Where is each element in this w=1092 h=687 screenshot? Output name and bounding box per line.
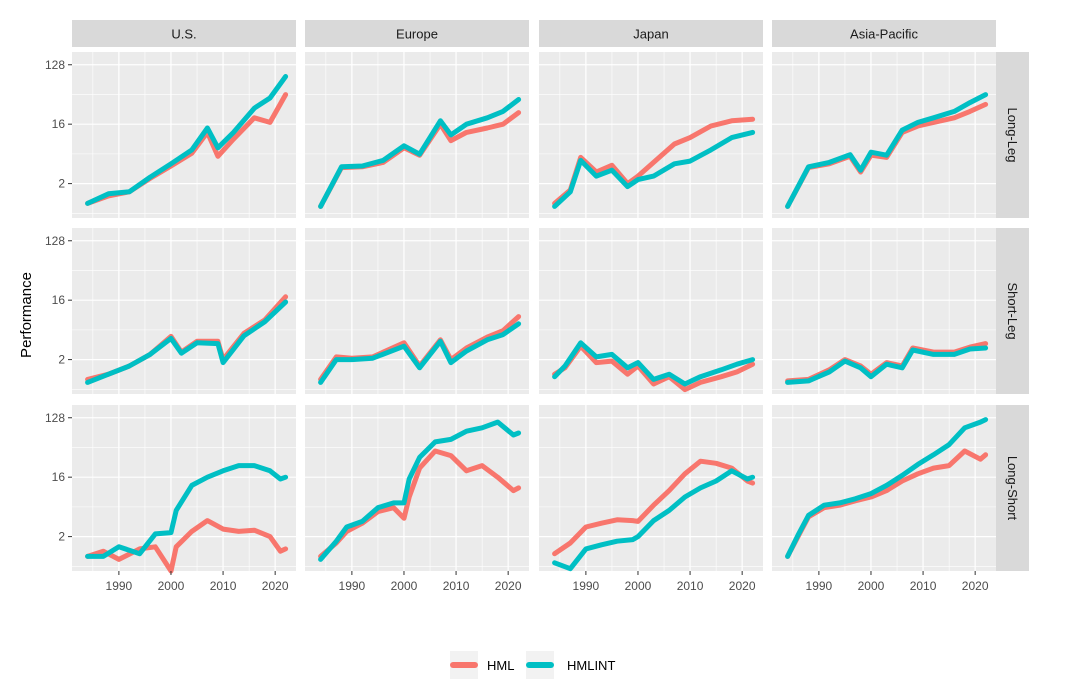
series-line-hmlint (85, 299, 289, 385)
series-line-hmlint (318, 97, 522, 209)
row-strip-label: Short-Leg (1005, 282, 1020, 339)
panel-background (539, 52, 763, 218)
panel-background (72, 228, 296, 394)
series-line-hmlint (318, 321, 522, 385)
row-strip-label: Long-Leg (1005, 108, 1020, 163)
panel-background (72, 405, 296, 571)
column-strips: U.S. Europe Japan Asia-Pacific (72, 20, 996, 47)
panel-background (72, 52, 296, 218)
panel-background (305, 405, 529, 571)
legend-item-hml: HML (450, 651, 514, 679)
series-line-hmlint (552, 129, 756, 209)
series-line-hml (318, 448, 522, 559)
row-strip-label: Long-Short (1005, 456, 1020, 521)
series-line-hml (552, 116, 756, 206)
panel-europe-short-leg (305, 228, 529, 394)
panel-u-s-long-short (72, 405, 296, 574)
y-axes: 2 16 128 2 16 128 2 16 128 (45, 58, 72, 544)
x-tick-label: 1990 (573, 579, 600, 593)
series-line-hmlint (785, 417, 989, 559)
panels (72, 52, 996, 574)
column-strip-asia-pacific (772, 20, 996, 47)
panel-background (305, 52, 529, 218)
x-tick-label: 2020 (262, 579, 289, 593)
panel-background (305, 228, 529, 394)
series-line-hml (552, 343, 756, 393)
column-strip-europe (305, 20, 529, 47)
column-strip-label: Europe (396, 27, 438, 42)
column-strip-label: U.S. (171, 27, 196, 42)
x-tick-label: 2010 (677, 579, 704, 593)
row-strip-short-leg (996, 228, 1029, 394)
x-tick-label: 2020 (729, 579, 756, 593)
column-strip-label: Japan (633, 27, 668, 42)
series-line-hmlint (318, 419, 522, 562)
y-tick-label: 2 (58, 177, 65, 191)
series-line-hmlint (85, 463, 289, 559)
x-axes: 1990 2000 2010 2020 1990 2000 2010 2020 1990 2000… (106, 571, 989, 593)
y-tick-label: 16 (52, 470, 66, 484)
panel-background (539, 405, 763, 571)
panel-u-s-long-leg (72, 52, 296, 218)
series-line-hmlint (552, 340, 756, 387)
legend: HML HMLINT (450, 651, 615, 679)
panel-japan-short-leg (539, 228, 763, 394)
x-tick-label: 2010 (910, 579, 937, 593)
y-tick-label: 16 (52, 293, 66, 307)
series-line-hmlint (785, 92, 989, 209)
x-tick-label: 2020 (495, 579, 522, 593)
column-strip-u-s (72, 20, 296, 47)
y-tick-label: 128 (45, 411, 65, 425)
y-tick-label: 16 (52, 117, 66, 131)
series-line-hmlint (552, 468, 756, 572)
x-tick-label: 1990 (106, 579, 133, 593)
y-tick-label: 2 (58, 353, 65, 367)
x-tick-label: 2000 (625, 579, 652, 593)
panel-asia-pacific-short-leg (772, 228, 996, 394)
y-tick-label: 128 (45, 234, 65, 248)
row-strip-long-short (996, 405, 1029, 571)
row-strip-long-leg (996, 52, 1029, 218)
panel-asia-pacific-long-short (772, 405, 996, 571)
series-line-hmlint (85, 74, 289, 206)
column-strip-label: Asia-Pacific (850, 27, 918, 42)
x-tick-label: 2020 (962, 579, 989, 593)
panel-background (772, 52, 996, 218)
panel-asia-pacific-long-leg (772, 52, 996, 218)
y-tick-label: 128 (45, 58, 65, 72)
x-tick-label: 1990 (806, 579, 833, 593)
x-tick-label: 2000 (858, 579, 885, 593)
legend-item-hmlint: HMLINT (526, 651, 615, 679)
series-line-hmlint (785, 345, 989, 385)
series-line-hml (552, 458, 756, 557)
y-tick-label: 2 (58, 530, 65, 544)
x-tick-label: 2000 (158, 579, 185, 593)
x-tick-label: 1990 (339, 579, 366, 593)
panel-japan-long-leg (539, 52, 763, 218)
column-strip-japan (539, 20, 763, 47)
panel-japan-long-short (539, 405, 763, 572)
x-tick-label: 2010 (210, 579, 237, 593)
series-line-hml (85, 518, 289, 574)
legend-label: HMLINT (567, 658, 615, 673)
y-axis-title: Performance (18, 272, 35, 358)
panel-europe-long-leg (305, 52, 529, 218)
x-tick-label: 2010 (443, 579, 470, 593)
panel-u-s-short-leg (72, 228, 296, 394)
legend-label: HML (487, 658, 514, 673)
row-strips: Long-Leg Short-Leg Long-Short (996, 52, 1029, 571)
x-tick-label: 2000 (391, 579, 418, 593)
panel-europe-long-short (305, 405, 529, 571)
